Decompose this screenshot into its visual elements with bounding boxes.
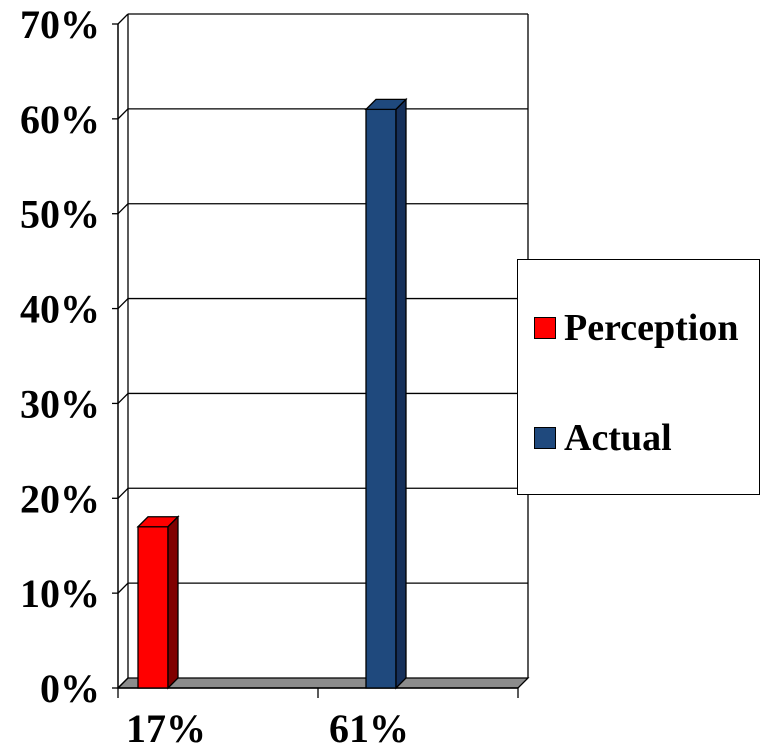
y-tick-label: 10% — [20, 571, 100, 616]
bar-perception — [136, 515, 180, 690]
y-tick-label: 0% — [40, 666, 100, 711]
y-depth-line — [117, 582, 129, 594]
bar-front — [365, 108, 397, 689]
y-tick-label: 70% — [20, 2, 100, 47]
x-category-label: 17% — [126, 706, 206, 751]
y-tick-label: 20% — [20, 476, 100, 521]
axes — [112, 13, 519, 698]
y-depth-line — [117, 487, 129, 499]
legend-item-actual: Actual — [534, 416, 672, 460]
legend-label-actual: Actual — [564, 417, 672, 459]
bar-actual — [364, 97, 408, 690]
bars — [136, 97, 408, 690]
bar-side — [395, 97, 407, 690]
legend-item-perception: Perception — [534, 306, 738, 350]
y-tick-label: 60% — [20, 97, 100, 142]
x-category-label: 61% — [329, 706, 409, 751]
gridlines — [128, 13, 529, 678]
legend: Perception Actual — [517, 259, 760, 495]
legend-swatch-actual — [534, 427, 556, 449]
y-tick-label: 30% — [20, 381, 100, 426]
chart-floor — [116, 677, 530, 689]
y-depth-line — [117, 203, 129, 215]
y-tick-label: 50% — [20, 192, 100, 237]
y-depth-line — [117, 108, 129, 120]
y-depth-line — [117, 13, 129, 25]
legend-swatch-perception — [534, 317, 556, 339]
y-depth-line — [117, 677, 129, 689]
y-depth-line — [117, 392, 129, 404]
y-tick-label: 40% — [20, 287, 100, 332]
floor-plane — [116, 677, 530, 689]
bar-side — [167, 515, 179, 690]
bar-front — [137, 526, 169, 689]
y-axis-tick-labels: 0% 10% 20% 30% 40% 50% 60% 70% — [20, 2, 100, 711]
legend-label-perception: Perception — [564, 307, 739, 349]
y-depth-line — [117, 298, 129, 310]
x-axis-category-labels: 17% 61% — [126, 706, 409, 751]
